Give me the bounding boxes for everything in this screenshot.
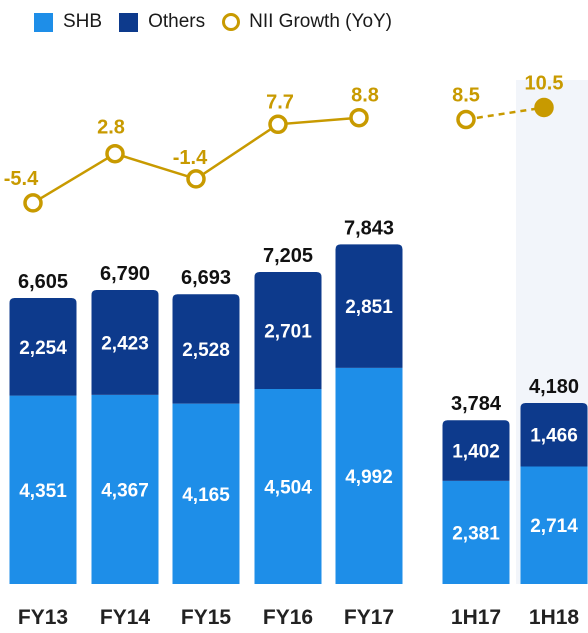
label-shb-fy13: 4,351: [19, 481, 67, 502]
bar-shb-fy14: [91, 394, 159, 584]
label-growth-fy17: 8.8: [351, 85, 379, 107]
label-others-fy16: 2,701: [264, 322, 312, 343]
label-total-fy16: 7,205: [263, 245, 313, 267]
tick-label-fy15: FY15: [181, 606, 232, 629]
label-shb-1h17: 2,381: [452, 523, 500, 544]
legend-item-others: Others: [119, 11, 205, 33]
label-growth-1h17: 8.5: [452, 85, 480, 107]
growth-marker-fy17: [349, 107, 369, 128]
tick-label-1h18: 1H18: [529, 606, 580, 629]
label-total-fy13: 6,605: [18, 271, 68, 293]
label-shb-fy17: 4,992: [345, 467, 393, 488]
label-shb-fy14: 4,367: [101, 480, 149, 501]
bar-others-fy16: [254, 272, 322, 389]
growth-marker-fy15: [186, 169, 206, 189]
label-others-fy15: 2,528: [182, 340, 230, 361]
label-growth-fy13: -5.4: [4, 168, 39, 190]
legend-swatch-shb: [34, 12, 53, 32]
bar-others-fy17: [335, 244, 403, 368]
growth-line-1h: [465, 106, 545, 121]
legend-swatch-others: [119, 12, 139, 32]
legend-marker-nii-growth: [222, 13, 241, 31]
label-shb-1h18: 2,714: [530, 516, 578, 537]
growth-marker-fy14: [105, 143, 125, 164]
legend-label-nii-growth: NII Growth (YoY): [249, 11, 393, 32]
bar-others-fy13: [9, 298, 77, 396]
label-growth-1h18: 10.5: [525, 73, 564, 95]
growth-marker-1h18: [534, 97, 554, 118]
label-total-1h18: 4,180: [529, 376, 579, 398]
label-others-fy14: 2,423: [101, 333, 149, 354]
tick-label-1h17: 1H17: [451, 606, 501, 629]
label-others-fy17: 2,851: [345, 297, 393, 318]
label-others-fy13: 2,254: [19, 338, 67, 359]
label-growth-fy14: 2.8: [97, 117, 125, 139]
growth-marker-fy16: [268, 114, 288, 135]
bar-shb-1h18: [520, 466, 588, 584]
bar-others-1h18: [520, 403, 588, 467]
label-total-1h17: 3,784: [451, 393, 502, 415]
growth-marker-fy13: [23, 193, 43, 213]
label-shb-fy15: 4,165: [182, 485, 230, 506]
legend-item-shb: SHB: [34, 11, 102, 33]
tick-label-fy14: FY14: [100, 606, 151, 629]
bar-shb-fy15: [172, 403, 240, 584]
tick-label-fy17: FY17: [344, 606, 394, 629]
bar-others-1h17: [442, 420, 510, 481]
label-total-fy15: 6,693: [181, 267, 231, 289]
bar-others-fy14: [91, 289, 159, 395]
bar-shb-fy17: [335, 367, 403, 584]
label-growth-fy16: 7.7: [266, 91, 294, 113]
growth-marker-1h17: [456, 109, 476, 130]
legend-label-shb: SHB: [63, 11, 103, 32]
bar-shb-fy13: [9, 395, 77, 584]
chart-legend: SHB Others NII Growth (YoY): [34, 11, 409, 33]
label-growth-fy15: -1.4: [173, 147, 208, 169]
label-shb-fy16: 4,504: [264, 477, 312, 498]
bar-others-fy15: [172, 294, 240, 404]
legend-item-nii-growth: NII Growth (YoY): [222, 11, 392, 33]
label-others-1h18: 1,466: [530, 426, 578, 447]
label-total-fy17: 7,843: [344, 217, 394, 239]
bar-shb-fy16: [254, 388, 322, 584]
legend-label-others: Others: [148, 11, 206, 32]
tick-label-fy16: FY16: [263, 606, 313, 629]
label-total-fy14: 6,790: [100, 263, 150, 285]
label-others-1h17: 1,402: [452, 442, 500, 463]
bar-shb-1h17: [442, 480, 510, 584]
tick-label-fy13: FY13: [18, 606, 68, 629]
